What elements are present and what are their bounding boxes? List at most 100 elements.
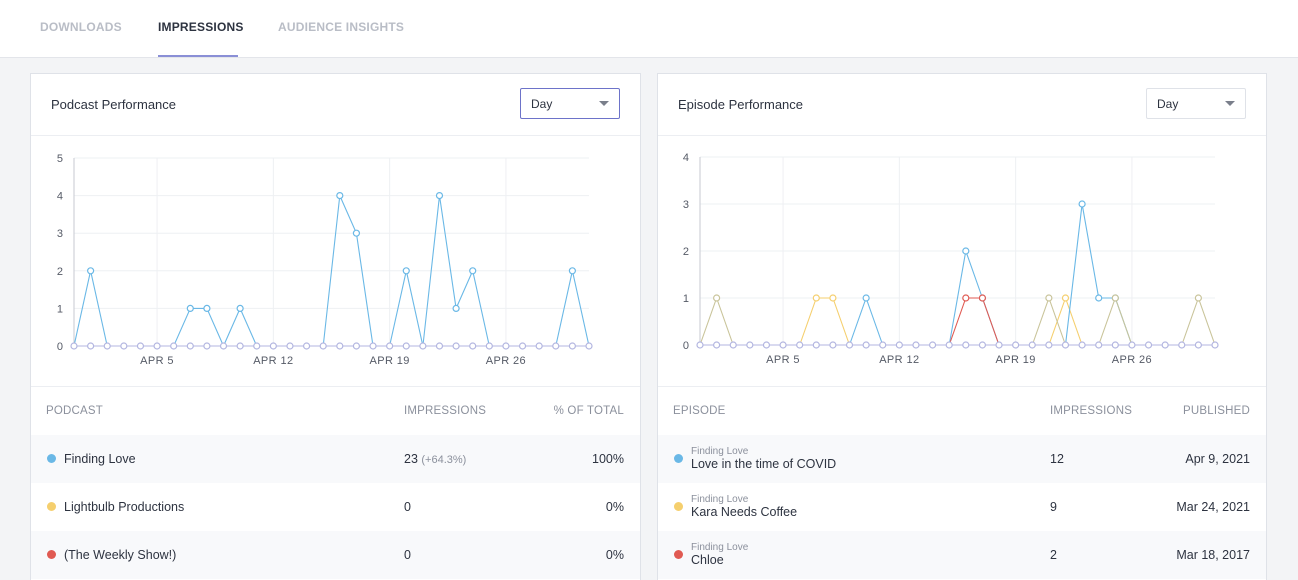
data-point[interactable] [1061,294,1070,302]
col-header-episode[interactable]: EPISODE [673,405,726,417]
tab-downloads[interactable]: DOWNLOADS [40,20,122,34]
data-point[interactable] [535,342,543,350]
episode-name[interactable]: Love in the time of COVID [691,457,837,471]
episode-name[interactable]: Kara Needs Coffee [691,505,798,519]
data-point[interactable] [1012,341,1020,349]
data-point[interactable] [170,342,178,350]
data-point[interactable] [87,342,95,350]
data-point[interactable] [1194,341,1202,349]
data-point[interactable] [796,341,804,349]
data-point[interactable] [568,342,576,350]
data-point[interactable] [879,341,887,349]
col-header-impressions[interactable]: IMPRESSIONS [404,405,487,417]
data-point[interactable] [762,341,771,349]
data-point[interactable] [485,342,493,350]
data-point[interactable] [829,341,837,349]
data-point[interactable] [1178,341,1186,349]
data-point[interactable] [729,341,737,349]
data-point[interactable] [219,342,228,350]
table-row[interactable]: Finding Love Chloe 2 Mar 18, 2017 [658,531,1266,579]
data-point[interactable] [203,304,211,312]
data-point[interactable] [518,342,527,350]
data-point[interactable] [502,342,510,350]
data-point[interactable] [1161,341,1169,349]
data-point[interactable] [1128,341,1136,349]
data-point[interactable] [469,342,477,350]
data-point[interactable] [845,341,854,349]
data-point[interactable] [136,342,145,350]
podcast-period-select[interactable]: Day [520,88,620,119]
data-point[interactable] [1111,294,1119,302]
data-point[interactable] [862,294,870,302]
data-point[interactable] [319,342,327,350]
data-point[interactable] [1078,200,1086,208]
data-point[interactable] [203,342,211,350]
table-row[interactable]: Finding Love 23 (+64.3%) 100% [31,435,640,483]
tab-audience-insights[interactable]: AUDIENCE INSIGHTS [278,20,405,34]
data-point[interactable] [336,342,344,350]
data-point[interactable] [568,267,576,275]
data-point[interactable] [713,341,721,349]
data-point[interactable] [1045,294,1053,302]
col-header-podcast[interactable]: PODCAST [46,405,103,417]
tab-impressions[interactable]: IMPRESSIONS [158,20,244,34]
data-point[interactable] [978,341,987,349]
data-point[interactable] [862,341,870,349]
data-point[interactable] [253,342,261,350]
data-point[interactable] [286,342,294,350]
data-point[interactable] [103,342,111,350]
data-point[interactable] [1028,341,1036,349]
data-point[interactable] [1144,341,1153,349]
data-point[interactable] [70,342,78,350]
data-point[interactable] [336,191,344,200]
data-point[interactable] [812,294,820,302]
data-point[interactable] [1095,294,1103,302]
episode-name[interactable]: Chloe [691,553,724,567]
data-point[interactable] [236,304,244,312]
data-point[interactable] [585,342,593,350]
data-point[interactable] [995,341,1003,349]
data-point[interactable] [469,267,477,275]
data-point[interactable] [713,294,721,302]
data-point[interactable] [452,304,460,312]
data-point[interactable] [1078,341,1086,349]
data-point[interactable] [1194,294,1202,302]
data-point[interactable] [1095,341,1103,349]
data-point[interactable] [435,191,444,200]
data-point[interactable] [269,342,277,350]
data-point[interactable] [1211,341,1219,349]
data-point[interactable] [962,294,970,302]
data-point[interactable] [1061,341,1070,349]
data-point[interactable] [186,304,194,312]
table-row[interactable]: (The Weekly Show!) 0 0% [31,531,640,579]
col-header-pct-total[interactable]: % OF TOTAL [553,405,624,417]
data-point[interactable] [352,229,361,237]
data-point[interactable] [369,342,377,350]
data-point[interactable] [912,341,920,349]
data-point[interactable] [452,342,460,350]
col-header-published[interactable]: PUBLISHED [1183,405,1250,417]
data-point[interactable] [962,341,970,349]
data-point[interactable] [302,342,311,350]
data-point[interactable] [186,342,194,350]
table-row[interactable]: Lightbulb Productions 0 0% [31,483,640,531]
data-point[interactable] [386,342,394,350]
data-point[interactable] [352,342,361,350]
data-point[interactable] [419,342,427,350]
data-point[interactable] [895,341,903,349]
data-point[interactable] [978,294,987,302]
data-point[interactable] [928,341,937,349]
data-point[interactable] [945,341,953,349]
data-point[interactable] [435,342,444,350]
data-point[interactable] [236,342,244,350]
table-row[interactable]: Finding Love Love in the time of COVID 1… [658,435,1266,483]
data-point[interactable] [812,341,820,349]
data-point[interactable] [552,342,560,350]
data-point[interactable] [779,341,787,349]
episode-period-select[interactable]: Day [1146,88,1246,119]
data-point[interactable] [402,267,410,275]
table-row[interactable]: Finding Love Kara Needs Coffee 9 Mar 24,… [658,483,1266,531]
data-point[interactable] [696,341,704,349]
data-point[interactable] [87,267,95,275]
data-point[interactable] [120,342,128,350]
